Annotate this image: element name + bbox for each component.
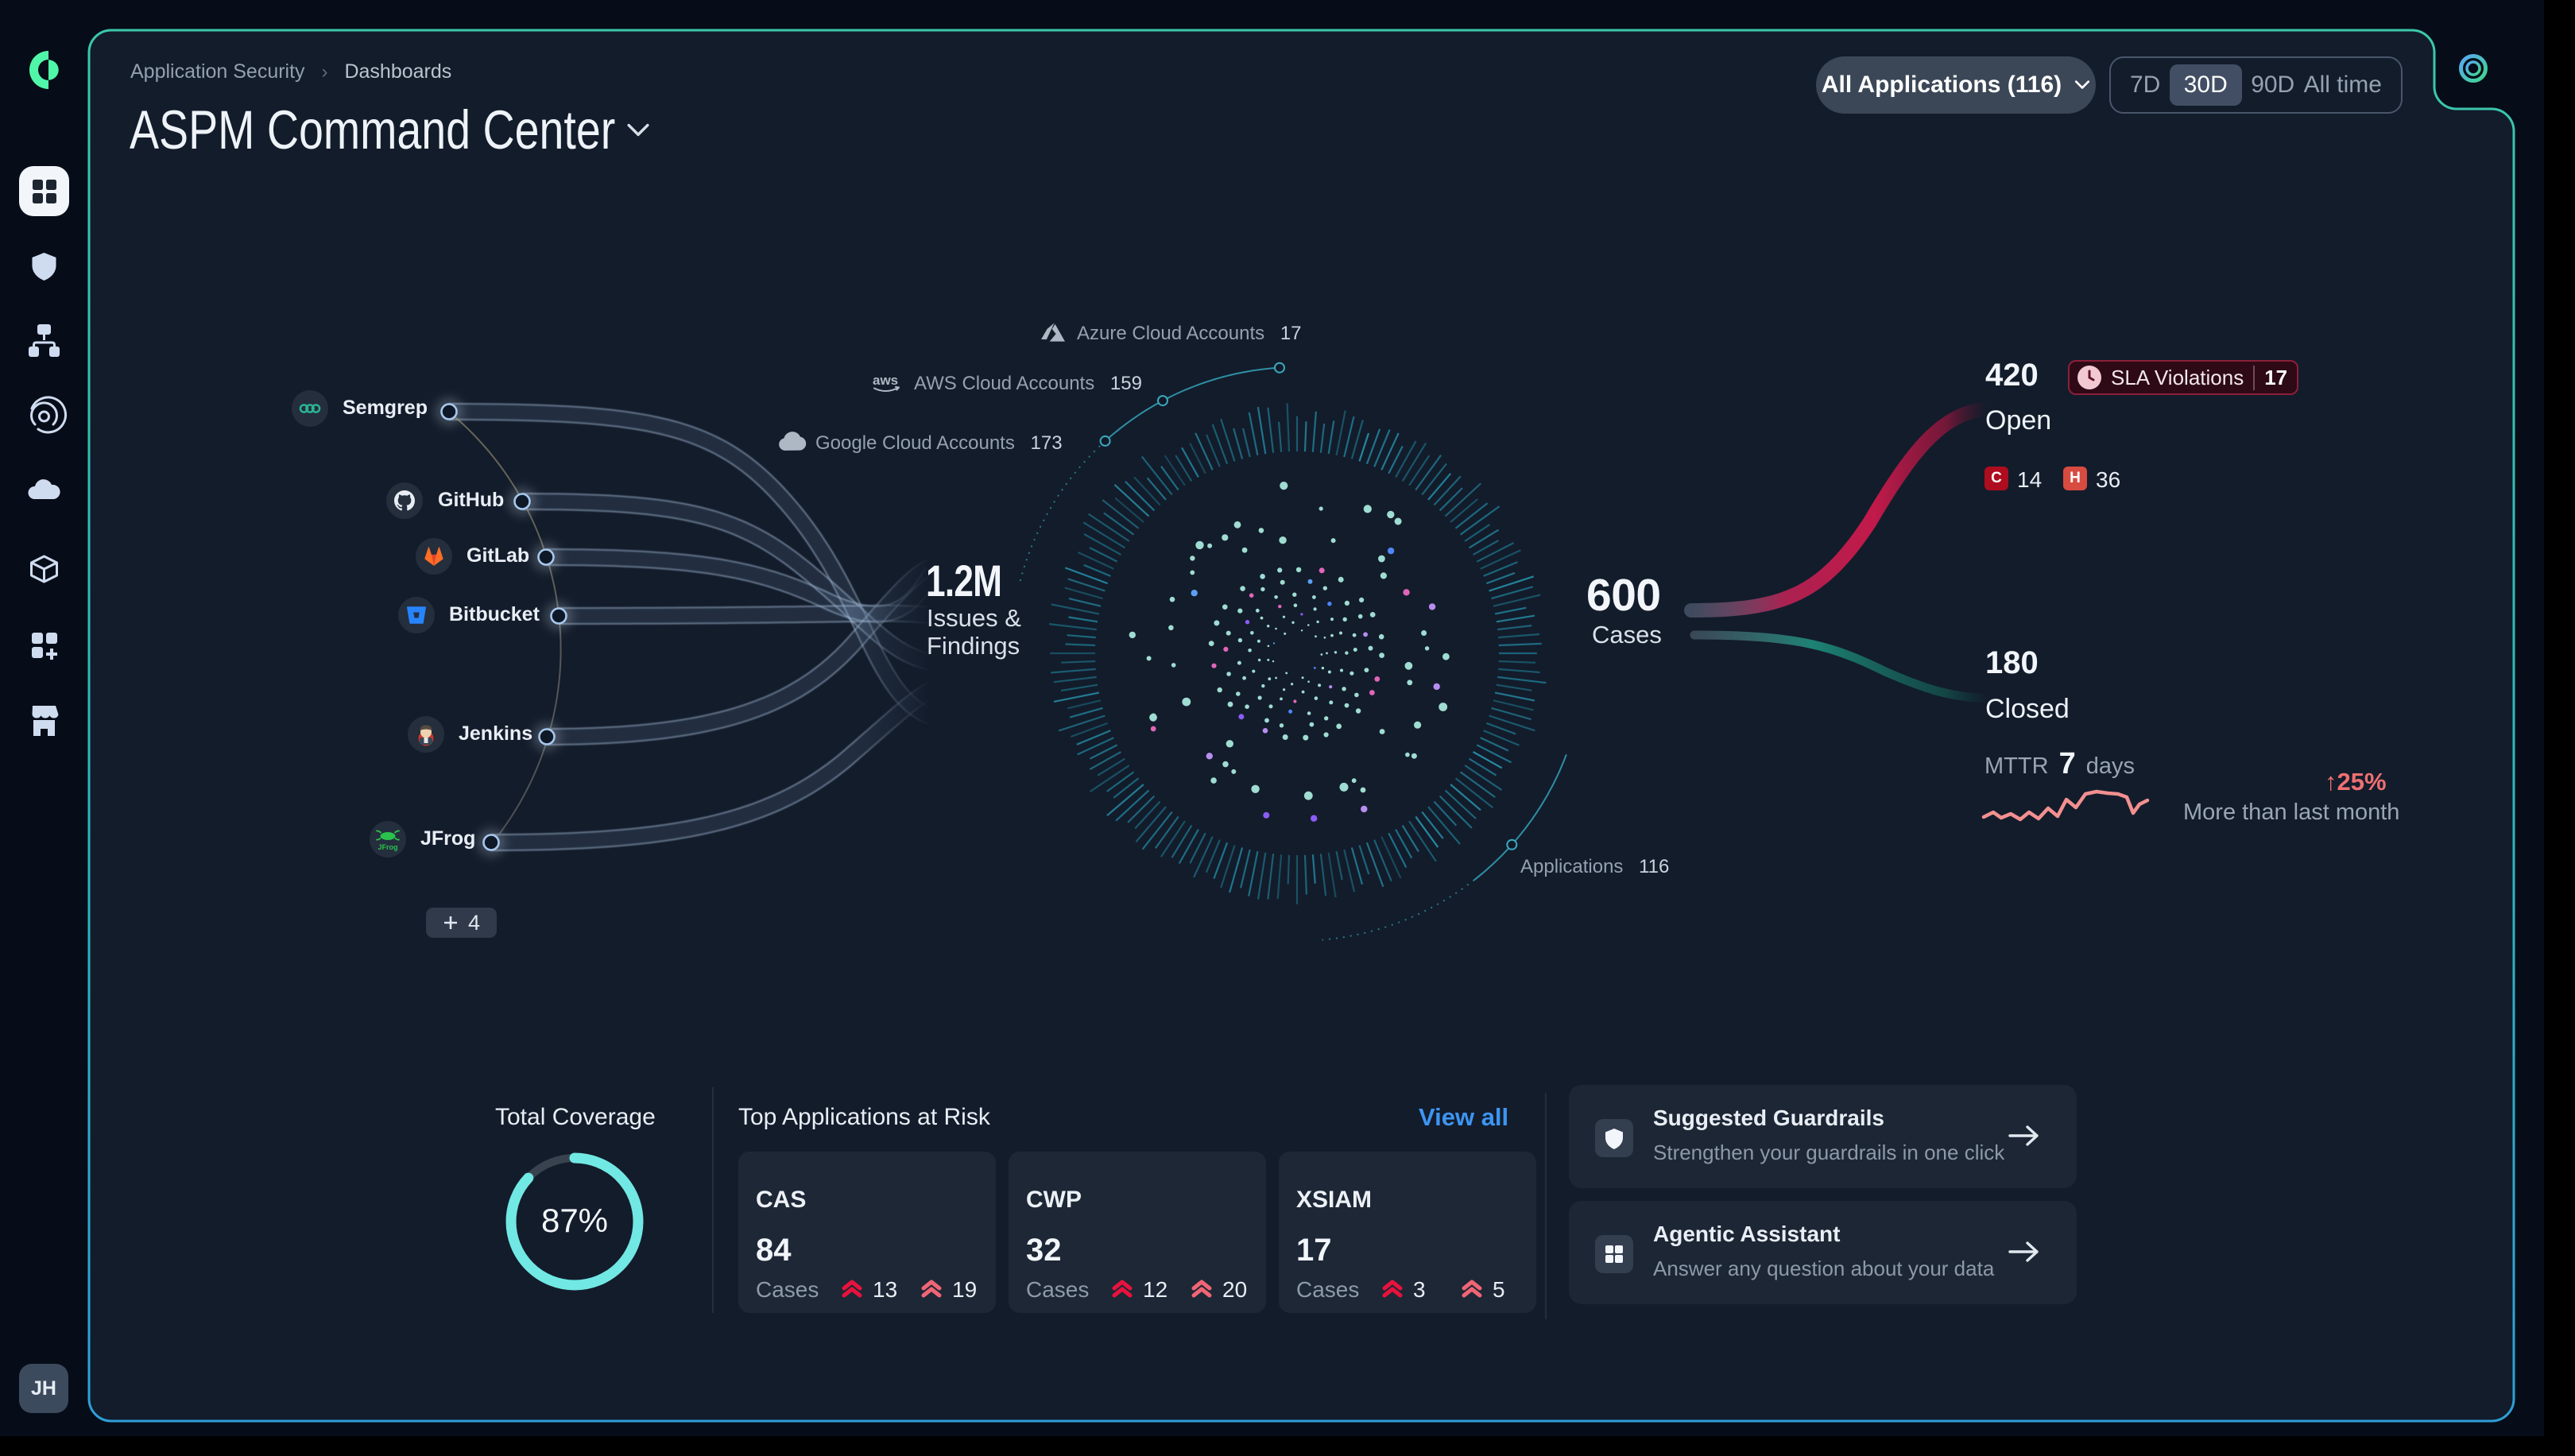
svg-text:JFrog: JFrog <box>378 843 397 851</box>
svg-text:aws: aws <box>873 373 898 388</box>
